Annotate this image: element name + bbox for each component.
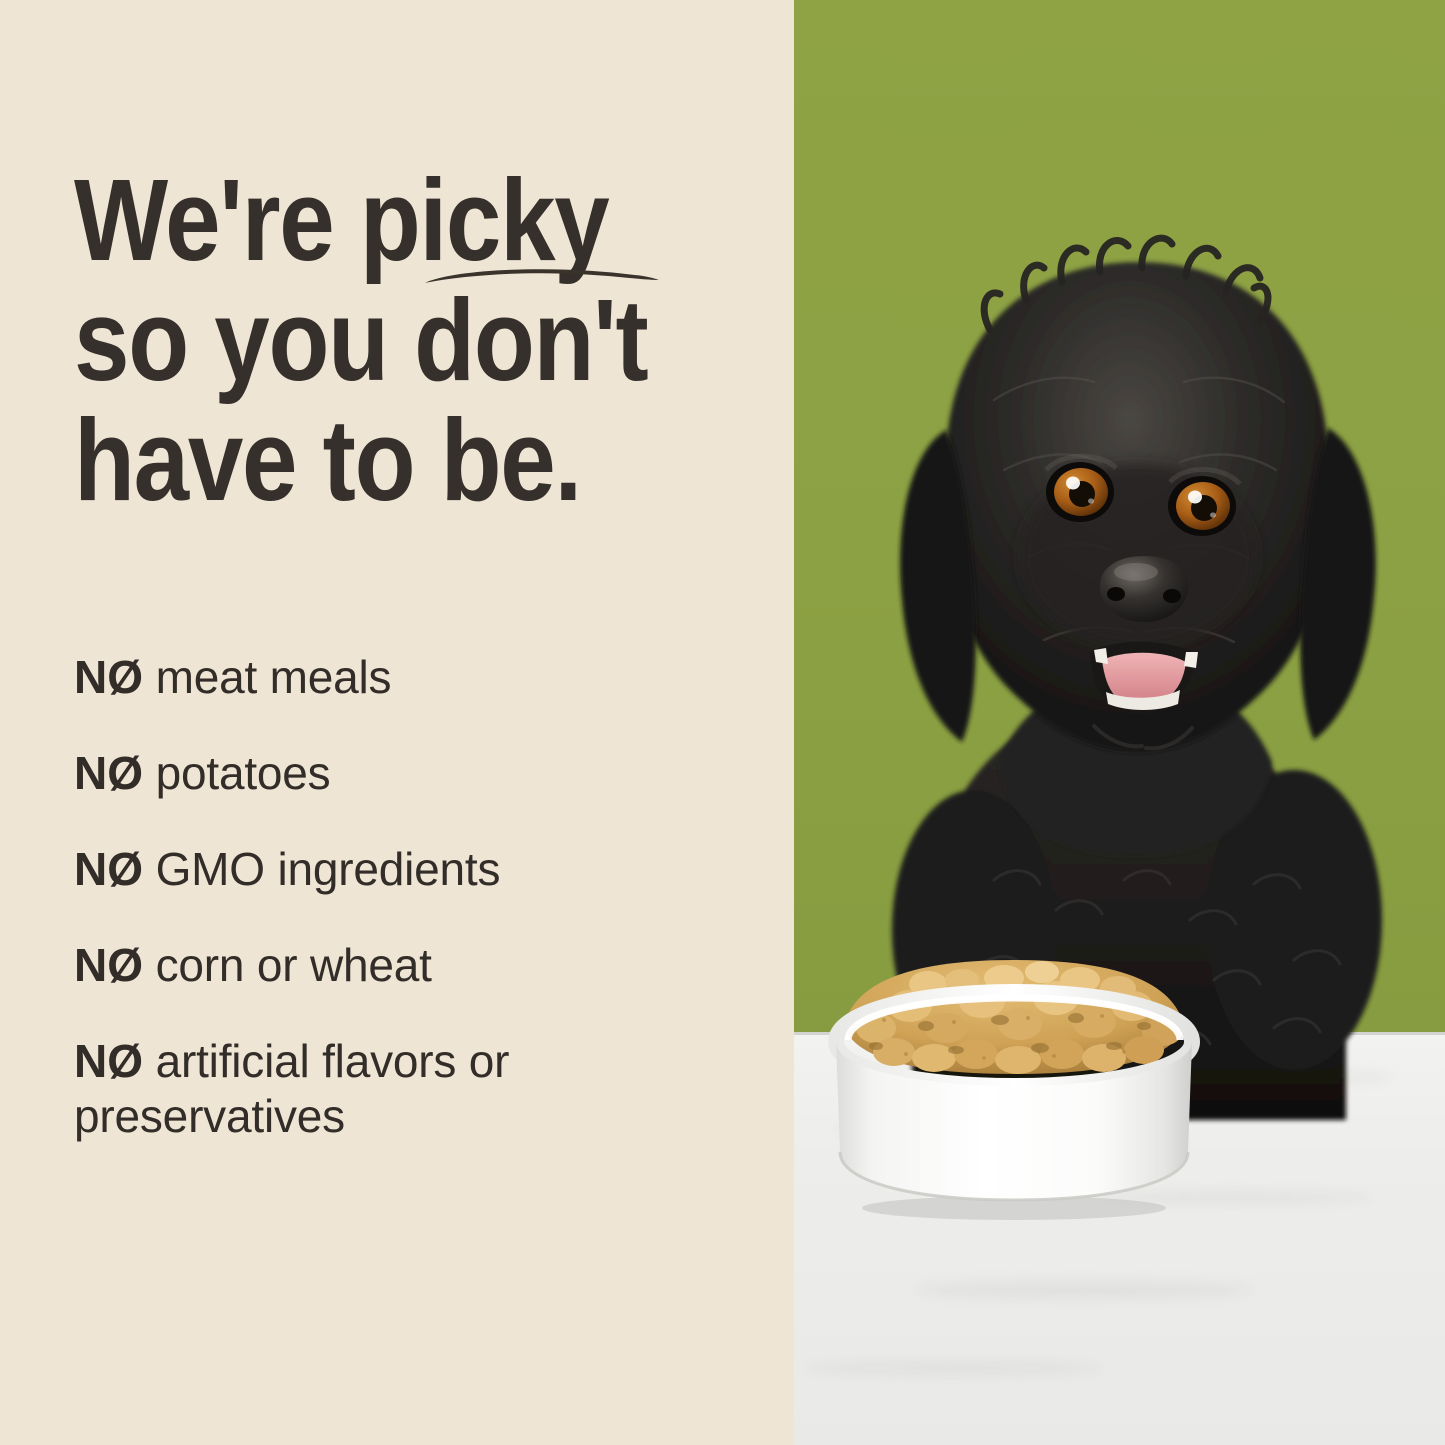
claims-list: NØ meat meals NØ potatoes NØ GMO ingredi… [74,650,764,1144]
copy-panel: We're picky so you don't have to be. NØ … [74,160,764,1144]
headline-line-3: have to be. [74,395,582,525]
dog-eye-right [1168,476,1236,536]
list-item: NØ artificial flavors or preservatives [74,1034,764,1144]
dog-nose [1100,556,1188,622]
claim-prefix: NØ [74,843,143,895]
claim-text: corn or wheat [155,939,432,991]
list-item: NØ meat meals [74,650,764,705]
product-photo-panel [794,0,1445,1445]
kibble-bowl [814,950,1214,1225]
claim-prefix: NØ [74,651,143,703]
claim-prefix: NØ [74,1035,143,1087]
dog-photo [794,0,1445,1445]
list-item: NØ corn or wheat [74,938,764,993]
kibble-pile [844,960,1184,1074]
list-item: NØ potatoes [74,746,764,801]
claim-prefix: NØ [74,939,143,991]
claim-text: GMO ingredients [155,843,501,895]
claim-text: meat meals [155,651,392,703]
claim-prefix: NØ [74,747,143,799]
list-item: NØ GMO ingredients [74,842,764,897]
headline-line-2: so you don't [74,275,649,405]
page-title: We're picky so you don't have to be. [74,160,676,520]
headline-line-1: We're picky [74,155,610,285]
dog-mouth [1090,641,1198,714]
claim-text: artificial flavors or preservatives [74,1035,510,1142]
claim-text: potatoes [155,747,331,799]
dog-eye-left [1046,462,1114,522]
